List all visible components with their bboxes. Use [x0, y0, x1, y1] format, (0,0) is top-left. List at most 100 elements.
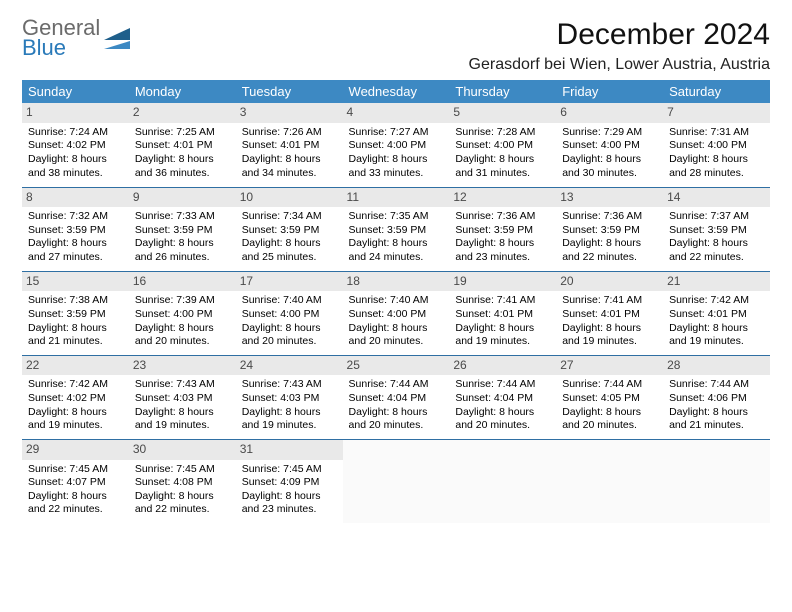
day-number: 14	[663, 188, 770, 208]
day-number: 13	[556, 188, 663, 208]
calendar-day-cell: 18Sunrise: 7:40 AMSunset: 4:00 PMDayligh…	[343, 271, 450, 355]
calendar-week-row: 22Sunrise: 7:42 AMSunset: 4:02 PMDayligh…	[22, 355, 770, 439]
day-number: 31	[236, 440, 343, 460]
day-details: Sunrise: 7:44 AMSunset: 4:04 PMDaylight:…	[349, 378, 444, 433]
calendar-day-cell: 10Sunrise: 7:34 AMSunset: 3:59 PMDayligh…	[236, 187, 343, 271]
day-number: 9	[129, 188, 236, 208]
calendar-day-cell: 31 Sunrise: 7:45 AMSunset: 4:09 PMDayligh…	[236, 439, 343, 523]
day-number: 19	[449, 272, 556, 292]
day-number: 28	[663, 356, 770, 376]
calendar-body: 1 Sunrise: 7:24 AMSunset: 4:02 PMDaylight…	[22, 103, 770, 523]
day-details: Sunrise: 7:45 AMSunset: 4:07 PMDaylight:…	[28, 463, 123, 518]
day-number: 4	[343, 103, 450, 123]
calendar-day-cell: 21Sunrise: 7:42 AMSunset: 4:01 PMDayligh…	[663, 271, 770, 355]
calendar-day-cell: 7 Sunrise: 7:31 AMSunset: 4:00 PMDaylight…	[663, 103, 770, 187]
day-details: Sunrise: 7:38 AMSunset: 3:59 PMDaylight:…	[28, 294, 123, 349]
weekday-header: Saturday	[663, 80, 770, 103]
day-number: 24	[236, 356, 343, 376]
calendar-week-row: 1 Sunrise: 7:24 AMSunset: 4:02 PMDaylight…	[22, 103, 770, 187]
day-details: Sunrise: 7:41 AMSunset: 4:01 PMDaylight:…	[562, 294, 657, 349]
day-number: 16	[129, 272, 236, 292]
day-details: Sunrise: 7:24 AMSunset: 4:02 PMDaylight:…	[28, 126, 123, 181]
weekday-header: Tuesday	[236, 80, 343, 103]
calendar-day-cell: 19Sunrise: 7:41 AMSunset: 4:01 PMDayligh…	[449, 271, 556, 355]
day-details: Sunrise: 7:34 AMSunset: 3:59 PMDaylight:…	[242, 210, 337, 265]
day-number: 1	[22, 103, 129, 123]
day-details: Sunrise: 7:45 AMSunset: 4:09 PMDaylight:…	[242, 463, 337, 518]
day-details: Sunrise: 7:40 AMSunset: 4:00 PMDaylight:…	[349, 294, 444, 349]
day-details: Sunrise: 7:36 AMSunset: 3:59 PMDaylight:…	[455, 210, 550, 265]
day-details: Sunrise: 7:44 AMSunset: 4:05 PMDaylight:…	[562, 378, 657, 433]
day-number: 8	[22, 188, 129, 208]
day-details: Sunrise: 7:27 AMSunset: 4:00 PMDaylight:…	[349, 126, 444, 181]
day-number: 26	[449, 356, 556, 376]
day-number: 29	[22, 440, 129, 460]
day-details: Sunrise: 7:33 AMSunset: 3:59 PMDaylight:…	[135, 210, 230, 265]
calendar-day-cell: 20Sunrise: 7:41 AMSunset: 4:01 PMDayligh…	[556, 271, 663, 355]
calendar-day-cell: 25Sunrise: 7:44 AMSunset: 4:04 PMDayligh…	[343, 355, 450, 439]
weekday-header: Sunday	[22, 80, 129, 103]
logo: GeneralBlue	[22, 18, 130, 58]
day-details: Sunrise: 7:28 AMSunset: 4:00 PMDaylight:…	[455, 126, 550, 181]
day-number: 15	[22, 272, 129, 292]
location: Gerasdorf bei Wien, Lower Austria, Austr…	[469, 56, 770, 74]
day-details: Sunrise: 7:42 AMSunset: 4:01 PMDaylight:…	[669, 294, 764, 349]
calendar-day-cell: 16Sunrise: 7:39 AMSunset: 4:00 PMDayligh…	[129, 271, 236, 355]
calendar-day-cell: 26Sunrise: 7:44 AMSunset: 4:04 PMDayligh…	[449, 355, 556, 439]
weekday-header: Friday	[556, 80, 663, 103]
calendar-day-cell: 4 Sunrise: 7:27 AMSunset: 4:00 PMDaylight…	[343, 103, 450, 187]
calendar-day-cell: 24Sunrise: 7:43 AMSunset: 4:03 PMDayligh…	[236, 355, 343, 439]
day-details: Sunrise: 7:39 AMSunset: 4:00 PMDaylight:…	[135, 294, 230, 349]
day-number: 27	[556, 356, 663, 376]
calendar-table: SundayMondayTuesdayWednesdayThursdayFrid…	[22, 80, 770, 523]
weekday-header: Monday	[129, 80, 236, 103]
day-details: Sunrise: 7:32 AMSunset: 3:59 PMDaylight:…	[28, 210, 123, 265]
calendar-day-cell: .	[556, 439, 663, 523]
day-details: Sunrise: 7:44 AMSunset: 4:06 PMDaylight:…	[669, 378, 764, 433]
day-details: Sunrise: 7:40 AMSunset: 4:00 PMDaylight:…	[242, 294, 337, 349]
weekday-header: Wednesday	[343, 80, 450, 103]
calendar-day-cell: 28Sunrise: 7:44 AMSunset: 4:06 PMDayligh…	[663, 355, 770, 439]
calendar-day-cell: 23Sunrise: 7:43 AMSunset: 4:03 PMDayligh…	[129, 355, 236, 439]
calendar-header-row: SundayMondayTuesdayWednesdayThursdayFrid…	[22, 80, 770, 103]
calendar-day-cell: 22Sunrise: 7:42 AMSunset: 4:02 PMDayligh…	[22, 355, 129, 439]
calendar-day-cell: 3Sunrise: 7:26 AMSunset: 4:01 PMDaylight…	[236, 103, 343, 187]
day-number: 12	[449, 188, 556, 208]
calendar-day-cell: 9Sunrise: 7:33 AMSunset: 3:59 PMDaylight…	[129, 187, 236, 271]
calendar-week-row: 8Sunrise: 7:32 AMSunset: 3:59 PMDaylight…	[22, 187, 770, 271]
calendar-day-cell: 11Sunrise: 7:35 AMSunset: 3:59 PMDayligh…	[343, 187, 450, 271]
day-details: Sunrise: 7:26 AMSunset: 4:01 PMDaylight:…	[242, 126, 337, 181]
day-details: Sunrise: 7:25 AMSunset: 4:01 PMDaylight:…	[135, 126, 230, 181]
day-details: Sunrise: 7:37 AMSunset: 3:59 PMDaylight:…	[669, 210, 764, 265]
day-details: Sunrise: 7:31 AMSunset: 4:00 PMDaylight:…	[669, 126, 764, 181]
calendar-day-cell: 29 Sunrise: 7:45 AMSunset: 4:07 PMDayligh…	[22, 439, 129, 523]
day-number: 11	[343, 188, 450, 208]
day-details: Sunrise: 7:36 AMSunset: 3:59 PMDaylight:…	[562, 210, 657, 265]
day-number: 17	[236, 272, 343, 292]
calendar-day-cell: 5 Sunrise: 7:28 AMSunset: 4:00 PMDaylight…	[449, 103, 556, 187]
calendar-day-cell: 15Sunrise: 7:38 AMSunset: 3:59 PMDayligh…	[22, 271, 129, 355]
day-number: 30	[129, 440, 236, 460]
calendar-day-cell: 12Sunrise: 7:36 AMSunset: 3:59 PMDayligh…	[449, 187, 556, 271]
day-number: 5	[449, 103, 556, 123]
calendar-day-cell: 27Sunrise: 7:44 AMSunset: 4:05 PMDayligh…	[556, 355, 663, 439]
day-details: Sunrise: 7:35 AMSunset: 3:59 PMDaylight:…	[349, 210, 444, 265]
day-details: Sunrise: 7:41 AMSunset: 4:01 PMDaylight:…	[455, 294, 550, 349]
calendar-day-cell: 8Sunrise: 7:32 AMSunset: 3:59 PMDaylight…	[22, 187, 129, 271]
day-number: 7	[663, 103, 770, 123]
calendar-day-cell: 30Sunrise: 7:45 AMSunset: 4:08 PMDayligh…	[129, 439, 236, 523]
day-number: 21	[663, 272, 770, 292]
logo-text: GeneralBlue	[22, 18, 100, 58]
calendar-day-cell: 6Sunrise: 7:29 AMSunset: 4:00 PMDaylight…	[556, 103, 663, 187]
logo-mark-icon	[104, 28, 130, 49]
logo-word2: Blue	[22, 38, 100, 58]
day-details: Sunrise: 7:43 AMSunset: 4:03 PMDaylight:…	[135, 378, 230, 433]
title-block: December 2024 Gerasdorf bei Wien, Lower …	[469, 18, 770, 74]
header: GeneralBlue December 2024 Gerasdorf bei …	[22, 18, 770, 74]
calendar-day-cell: 13Sunrise: 7:36 AMSunset: 3:59 PMDayligh…	[556, 187, 663, 271]
calendar-day-cell: 17Sunrise: 7:40 AMSunset: 4:00 PMDayligh…	[236, 271, 343, 355]
day-number: 18	[343, 272, 450, 292]
calendar-day-cell: .	[343, 439, 450, 523]
calendar-day-cell: .	[449, 439, 556, 523]
calendar-day-cell: 14Sunrise: 7:37 AMSunset: 3:59 PMDayligh…	[663, 187, 770, 271]
